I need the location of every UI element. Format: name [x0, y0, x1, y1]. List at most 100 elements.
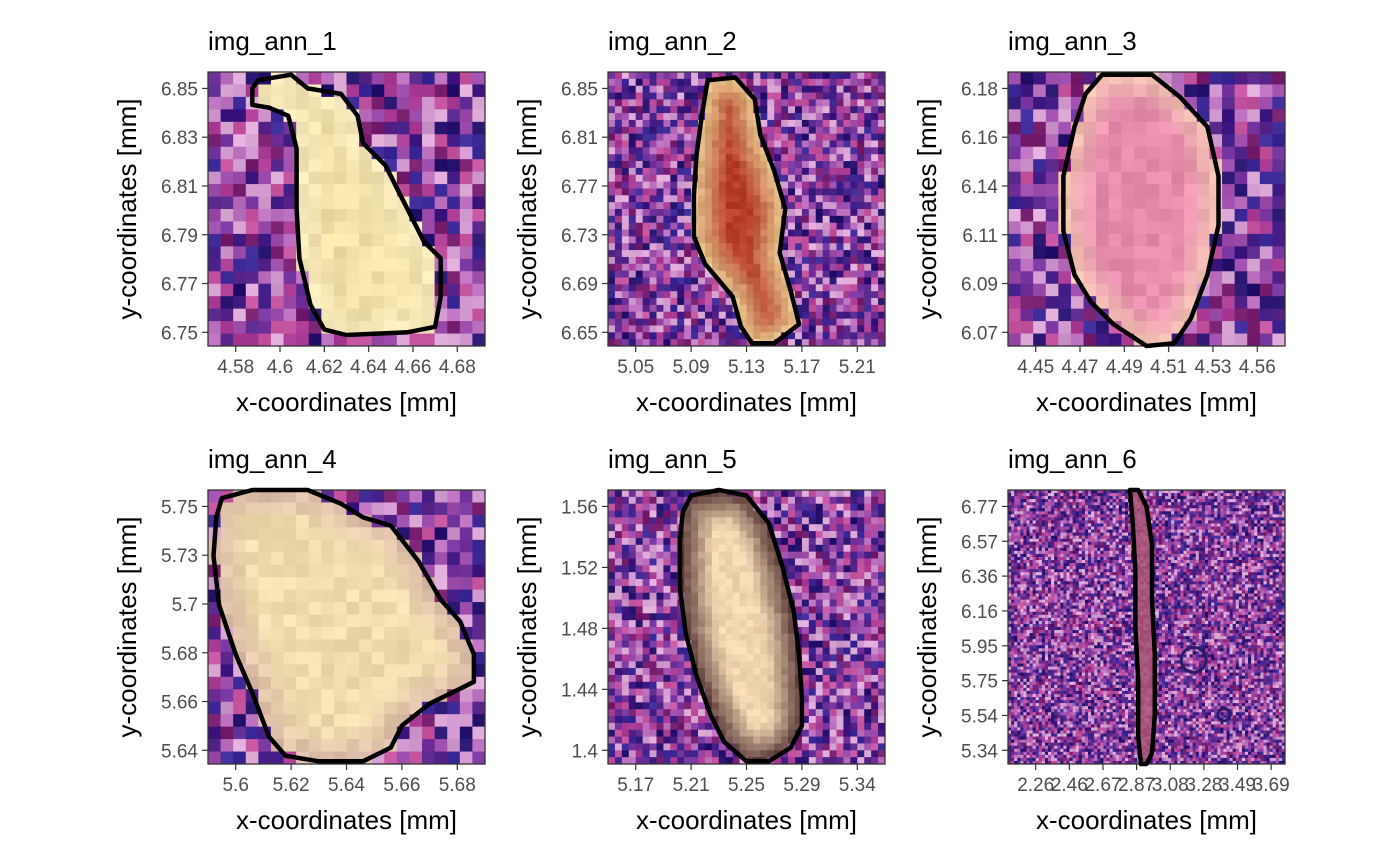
tissue-pixel — [621, 161, 630, 169]
tissue-pixel — [321, 134, 335, 148]
tissue-pixel — [871, 585, 879, 594]
tissue-pixel — [321, 627, 335, 641]
tissue-pixel — [871, 154, 879, 162]
tissue-pixel — [472, 527, 485, 541]
tissue-pixel — [815, 524, 824, 532]
tissue-pixel — [760, 695, 768, 703]
tissue-pixel — [767, 558, 775, 566]
tissue-pixel — [684, 85, 692, 94]
tissue-pixel — [788, 236, 796, 244]
tissue-pixel — [649, 188, 658, 196]
tissue-pixel — [220, 502, 234, 516]
tissue-pixel — [767, 579, 775, 587]
tissue-pixel — [270, 602, 285, 616]
tissue-pixel — [794, 119, 803, 128]
tissue-pixel — [628, 270, 637, 279]
tissue-pixel — [656, 709, 664, 717]
tissue-pixel — [384, 221, 398, 235]
tissue-pixel — [857, 325, 865, 333]
tissue-pixel — [684, 572, 692, 580]
tissue-pixel — [801, 640, 810, 649]
tissue-pixel — [684, 188, 692, 196]
tissue-pixel — [1108, 246, 1122, 260]
tissue-pixel — [788, 709, 796, 717]
tissue-pixel — [836, 661, 845, 669]
tissue-pixel — [788, 537, 796, 546]
tissue-pixel — [781, 743, 789, 751]
tissue-pixel — [746, 688, 755, 697]
tissue-pixel — [822, 181, 831, 190]
tissue-pixel — [670, 332, 678, 340]
tissue-pixel — [774, 209, 782, 217]
tissue-pixel — [801, 510, 810, 518]
tissue-pixel — [422, 490, 436, 504]
tissue-pixel — [857, 284, 865, 292]
tissue-pixel — [1171, 246, 1185, 260]
tissue-pixel — [1109, 490, 1114, 494]
tissue-pixel — [434, 196, 448, 210]
tissue-pixel — [1234, 283, 1248, 297]
tissue-pixel — [1222, 233, 1236, 247]
tissue-pixel — [781, 558, 789, 566]
tissue-pixel — [788, 585, 796, 594]
tissue-pixel — [656, 325, 664, 333]
tissue-pixel — [767, 92, 775, 100]
tissue-pixel — [871, 688, 879, 697]
tissue-pixel — [808, 209, 817, 217]
tissue-pixel — [1183, 493, 1188, 497]
tissue-pixel — [396, 283, 411, 297]
tissue-pixel — [767, 99, 775, 107]
tissue-pixel — [663, 181, 671, 190]
tissue-pixel — [1251, 493, 1255, 497]
tissue-pixel — [333, 121, 348, 135]
tissue-pixel — [635, 681, 644, 690]
tissue-pixel — [836, 558, 845, 566]
tissue-pixel — [801, 531, 810, 539]
tissue-pixel — [296, 639, 310, 653]
tissue-pixel — [767, 167, 775, 176]
tissue-pixel — [794, 161, 803, 169]
tissue-pixel — [850, 174, 858, 183]
tissue-pixel — [878, 750, 885, 758]
tissue-pixel — [788, 229, 796, 237]
tissue-pixel — [781, 681, 789, 690]
tissue-pixel — [635, 592, 644, 601]
tissue-pixel — [208, 146, 222, 160]
tissue-pixel — [760, 551, 768, 560]
tissue-pixel — [670, 572, 678, 580]
tissue-pixel — [801, 661, 810, 669]
tissue-pixel — [642, 640, 651, 649]
tissue-pixel — [1008, 321, 1022, 335]
tissue-pixel — [642, 702, 651, 710]
tissue-pixel — [359, 614, 373, 628]
tissue-pixel — [642, 243, 651, 251]
tissue-pixel — [781, 537, 789, 546]
tissue-pixel — [878, 551, 885, 560]
tissue-pixel — [422, 121, 436, 135]
tissue-pixel — [801, 181, 810, 190]
tissue-pixel — [649, 202, 658, 210]
tissue-pixel — [725, 270, 734, 279]
tissue-pixel — [245, 271, 259, 285]
tissue-pixel — [1247, 258, 1261, 272]
tissue-pixel — [635, 298, 644, 306]
tissue-pixel — [788, 503, 796, 512]
tissue-pixel — [850, 113, 858, 121]
tissue-pixel — [774, 503, 782, 512]
tissue-pixel — [270, 246, 285, 260]
tissue-pixel — [739, 195, 748, 203]
tissue-pixel — [815, 195, 824, 203]
tissue-pixel — [258, 171, 272, 185]
tissue-pixel — [878, 599, 885, 608]
tissue-pixel — [801, 229, 810, 237]
tissue-pixel — [732, 140, 741, 148]
tissue-pixel — [635, 496, 644, 505]
tissue-pixel — [822, 85, 831, 94]
tissue-pixel — [815, 229, 824, 237]
tissue-pixel — [732, 537, 741, 546]
tissue-pixel — [691, 496, 699, 505]
tissue-pixel — [725, 750, 734, 758]
tissue-pixel — [822, 339, 831, 346]
tissue-pixel — [1184, 184, 1198, 198]
tissue-pixel — [656, 551, 664, 560]
